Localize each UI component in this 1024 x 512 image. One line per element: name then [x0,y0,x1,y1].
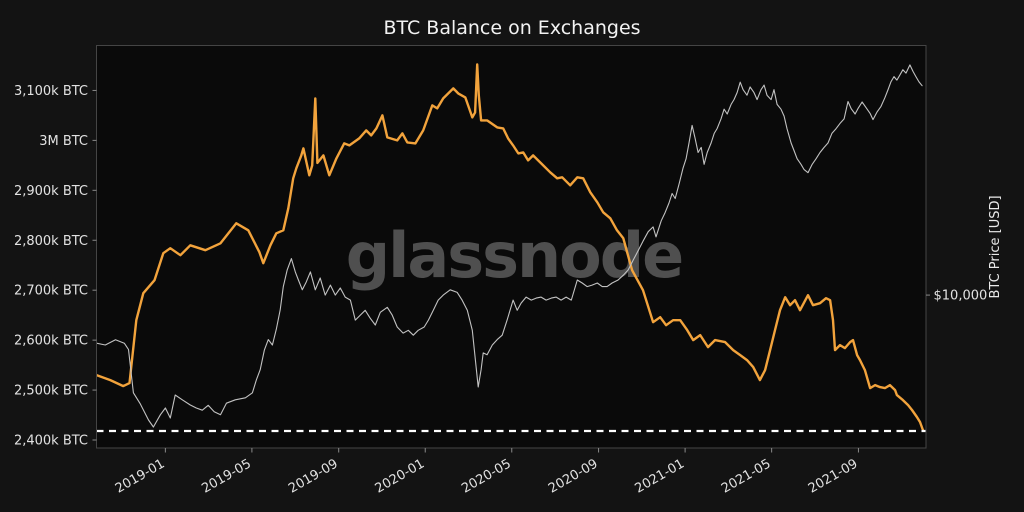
y-right-tick-label: $10,000 [934,289,988,304]
y-left-tick-label: 2,600k BTC [14,334,88,349]
x-tick-label: 2020-01 [373,456,428,496]
x-tick-label: 2021-09 [806,456,861,496]
price-series-line [96,64,923,428]
x-tick-label: 2021-01 [633,456,688,496]
y-left-tick-label: 2,900k BTC [14,184,88,199]
x-tick-label: 2020-05 [459,456,514,496]
glassnode-watermark: glassnode [346,219,682,292]
x-tick-label: 2019-05 [199,456,254,496]
x-tick-label: 2019-09 [286,456,341,496]
y-left-tick-label: 2,700k BTC [14,284,88,299]
y-left-tick-label: 3,100k BTC [14,84,88,99]
y-left-tick-label: 2,800k BTC [14,234,88,249]
y-right-axis-label: BTC Price [USD] [988,195,1003,298]
chart-title: BTC Balance on Exchanges [383,17,640,39]
plot-area [96,45,926,448]
x-tick-label: 2021-05 [719,456,774,496]
plot-border [96,45,927,449]
y-left-tick-label: 2,400k BTC [14,434,88,449]
y-left-tick-label: 2,500k BTC [14,384,88,399]
balance-series-line [96,63,925,432]
x-tick-label: 2019-01 [113,456,168,496]
x-tick-label: 2020-09 [546,456,601,496]
y-left-tick-label: 3M BTC [39,134,88,149]
